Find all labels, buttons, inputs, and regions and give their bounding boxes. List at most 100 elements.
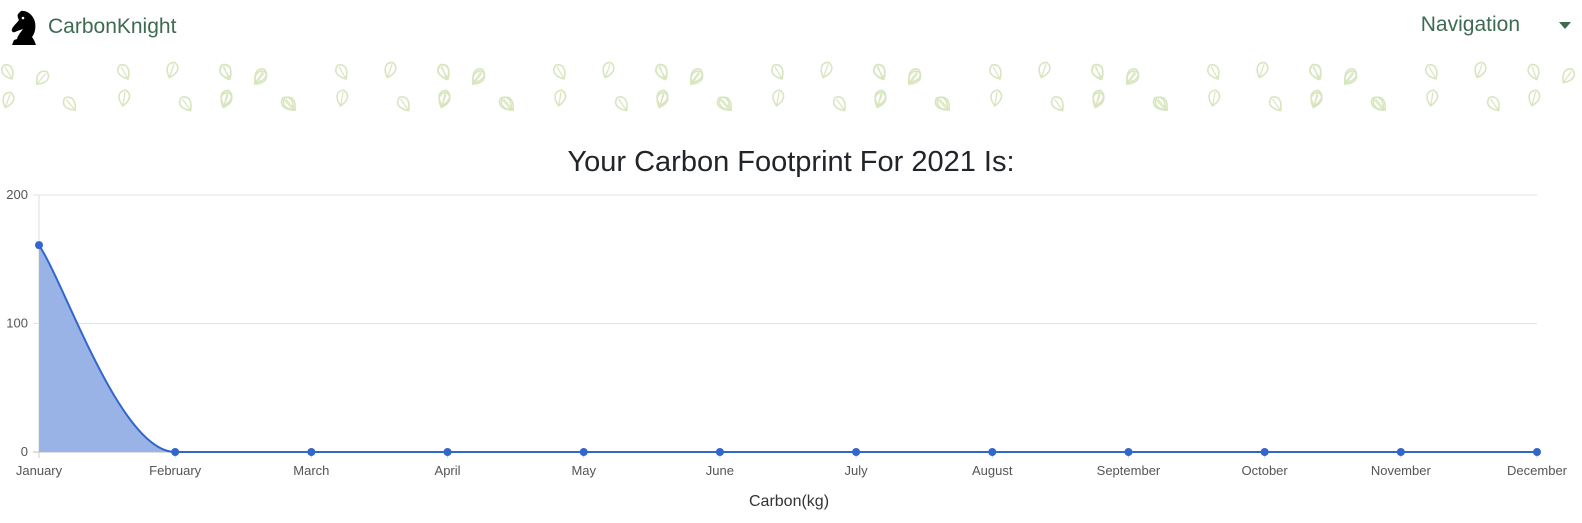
leaf-icon (1152, 96, 1167, 111)
brand-link[interactable]: CarbonKnight (8, 8, 176, 46)
x-tick-label: November (1371, 463, 1432, 478)
leaf-icon (1527, 63, 1540, 81)
caret-down-icon (1559, 22, 1571, 29)
leaf-icon (990, 89, 1003, 107)
leaf-icon (336, 89, 349, 107)
x-tick-label: October (1242, 463, 1289, 478)
navbar: CarbonKnight Navigation (0, 0, 1582, 52)
leaf-icon (820, 61, 833, 79)
leaf-icon (1092, 91, 1105, 109)
data-point-february[interactable] (171, 448, 180, 456)
chess-knight-icon (11, 10, 37, 46)
y-tick-label: 0 (21, 444, 28, 459)
leaf-icon (1268, 96, 1282, 112)
leaf-icon (178, 96, 192, 112)
leaf-icon (1125, 70, 1140, 85)
leaf-icon (1486, 96, 1500, 112)
x-tick-label: March (293, 463, 329, 478)
brand-name: CarbonKnight (48, 15, 177, 38)
leaf-icon (62, 96, 77, 111)
leaf-icon (1426, 89, 1439, 107)
leaf-icon (1050, 96, 1064, 112)
chart-points (35, 241, 1541, 456)
leaf-icon (280, 96, 295, 111)
leaf-icon (1474, 61, 1487, 79)
leaf-icon (335, 64, 348, 80)
leaf-icon (1562, 68, 1576, 84)
leaf-pattern-banner (1, 61, 1576, 112)
leaf-icon (437, 64, 450, 80)
navigation-label: Navigation (1420, 13, 1520, 36)
leaf-icon (384, 61, 397, 79)
data-point-december[interactable] (1533, 448, 1541, 456)
x-tick-label: January (16, 463, 63, 478)
data-point-august[interactable] (988, 448, 997, 456)
y-tick-label: 100 (6, 316, 28, 331)
leaf-icon (1310, 91, 1323, 109)
data-point-october[interactable] (1260, 448, 1269, 456)
x-tick-label: June (706, 463, 734, 478)
y-tick-label: 200 (6, 187, 28, 202)
leaf-icon (166, 61, 179, 79)
leaf-icon (907, 70, 922, 85)
leaf-icon (1370, 96, 1385, 111)
leaf-icon (656, 91, 669, 109)
x-tick-label: September (1097, 463, 1161, 478)
data-point-july[interactable] (852, 448, 861, 456)
leaf-icon (934, 96, 949, 111)
leaf-icon (1309, 64, 1322, 80)
leaf-icon (1528, 89, 1541, 107)
leaf-icon (1038, 61, 1051, 79)
leaf-icon (602, 61, 615, 79)
data-point-september[interactable] (1124, 448, 1133, 456)
data-point-january[interactable] (35, 241, 43, 250)
leaf-icon (1425, 64, 1438, 80)
leaf-icon (2, 91, 15, 109)
leaf-icon (1256, 61, 1269, 79)
leaf-icon (614, 96, 628, 112)
x-tick-label: May (571, 463, 596, 478)
leaf-icon (220, 91, 233, 109)
leaf-icon (554, 89, 567, 107)
leaf-icon (832, 96, 846, 112)
leaf-icon (471, 70, 486, 85)
leaf-icon (35, 70, 50, 85)
page-title: Your Carbon Footprint For 2021 Is: (567, 146, 1015, 178)
data-point-march[interactable] (307, 448, 316, 456)
chart-grid (33, 194, 1538, 458)
leaf-icon (873, 64, 886, 80)
leaf-icon (716, 96, 731, 111)
leaf-icon (655, 64, 668, 80)
chart-series-line (38, 244, 1537, 454)
x-tick-label: April (435, 463, 461, 478)
leaf-icon (219, 64, 232, 80)
x-axis-title: Carbon(kg) (749, 493, 829, 510)
navigation-dropdown[interactable]: Navigation (1421, 10, 1572, 40)
leaf-icon (498, 96, 513, 111)
y-axis-ticks: 0 100 200 (6, 187, 28, 459)
x-tick-label: February (149, 463, 202, 478)
data-point-november[interactable] (1396, 448, 1405, 456)
leaf-icon (553, 64, 566, 80)
x-tick-label: July (845, 463, 869, 478)
leaf-icon (989, 64, 1002, 80)
data-point-june[interactable] (715, 448, 724, 456)
leaf-icon (1091, 64, 1104, 80)
leaf-icon (1207, 64, 1220, 80)
leaf-icon (1208, 89, 1221, 107)
x-tick-label: August (972, 463, 1013, 478)
data-point-may[interactable] (579, 448, 588, 456)
x-tick-label: December (1507, 463, 1568, 478)
leaf-icon (1, 64, 14, 80)
leaf-icon (396, 96, 410, 112)
data-point-april[interactable] (443, 448, 452, 456)
x-axis-ticks: January February March April May June July Augu… (16, 463, 1568, 478)
leaf-icon (771, 64, 784, 80)
leaf-icon (253, 70, 268, 85)
leaf-icon (874, 91, 887, 109)
leaf-icon (117, 64, 130, 80)
leaf-icon (118, 89, 131, 107)
leaf-icon (438, 91, 451, 109)
leaf-icon (772, 89, 785, 107)
